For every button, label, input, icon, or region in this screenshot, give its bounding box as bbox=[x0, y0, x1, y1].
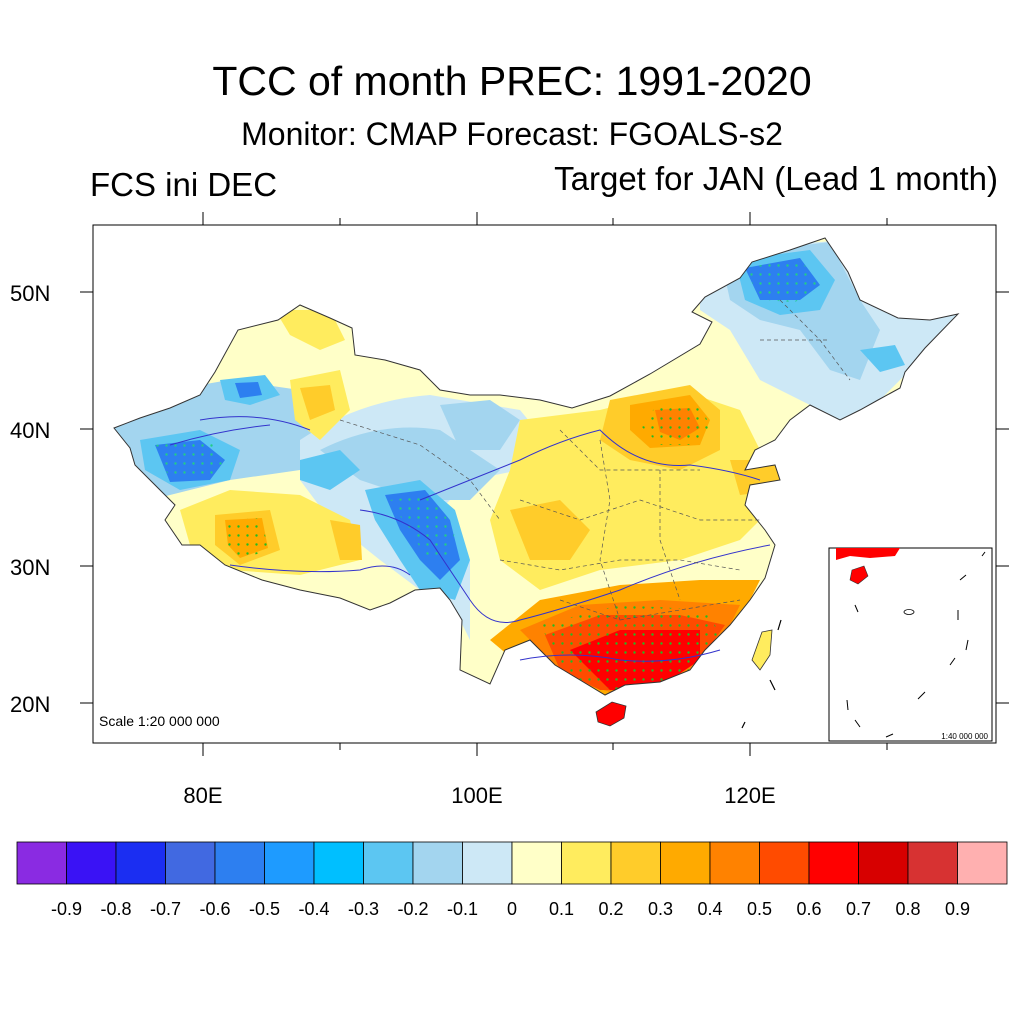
colorbar-swatch bbox=[709, 841, 760, 885]
colorbar-label: -0.4 bbox=[298, 899, 329, 919]
taiwan-island bbox=[751, 629, 773, 671]
colorbar-swatch bbox=[660, 841, 711, 885]
lon-tick-label: 100E bbox=[451, 783, 502, 808]
colorbar-label: -0.9 bbox=[51, 899, 82, 919]
colorbar-label: 0.8 bbox=[895, 899, 920, 919]
axis-ticks bbox=[80, 212, 1009, 756]
colorbar-swatch bbox=[165, 841, 216, 885]
colorbar-swatch bbox=[907, 841, 958, 885]
colorbar-swatch bbox=[858, 841, 909, 885]
map-subtitle: Monitor: CMAP Forecast: FGOALS-s2 bbox=[241, 116, 783, 152]
colorbar-label: 0.6 bbox=[796, 899, 821, 919]
colorbar-swatch bbox=[511, 841, 562, 885]
colorbar-label: 0.4 bbox=[697, 899, 722, 919]
colorbar-label: 0.1 bbox=[549, 899, 574, 919]
main-scale-label: Scale 1:20 000 000 bbox=[99, 713, 220, 729]
colorbar-label: 0 bbox=[507, 899, 517, 919]
colorbar-swatch bbox=[264, 841, 315, 885]
colorbar-label: -0.5 bbox=[249, 899, 280, 919]
colorbar-label: 0.2 bbox=[598, 899, 623, 919]
colorbar-label: -0.7 bbox=[150, 899, 181, 919]
lon-tick-label: 120E bbox=[724, 783, 775, 808]
colorbar-label: -0.1 bbox=[447, 899, 478, 919]
target-label: Target for JAN (Lead 1 month) bbox=[554, 160, 998, 197]
colorbar-swatch bbox=[363, 841, 414, 885]
map-title: TCC of month PREC: 1991-2020 bbox=[212, 58, 812, 104]
colorbar-swatch bbox=[115, 841, 166, 885]
colorbar-label: 0.9 bbox=[945, 899, 970, 919]
colorbar-label: -0.6 bbox=[199, 899, 230, 919]
colorbar-swatch bbox=[214, 841, 265, 885]
colorbar-swatch bbox=[313, 841, 364, 885]
south-china-sea-inset: 1:40 000 000 bbox=[828, 547, 993, 742]
hainan-island bbox=[595, 701, 627, 727]
lat-tick-label: 40N bbox=[10, 418, 50, 443]
rivers bbox=[169, 416, 771, 662]
colorbar: -0.9 -0.8 -0.7 -0.6 -0.5 -0.4 -0.3 -0.2 -0.1 0 0.1… bbox=[16, 841, 1008, 919]
colorbar-label: -0.8 bbox=[100, 899, 131, 919]
colorbar-swatch bbox=[759, 841, 810, 885]
colorbar-label: -0.3 bbox=[348, 899, 379, 919]
colorbar-swatch bbox=[412, 841, 463, 885]
china-outline bbox=[113, 237, 960, 696]
colorbar-swatch bbox=[561, 841, 612, 885]
province-boundaries bbox=[339, 299, 851, 621]
colorbar-swatch bbox=[66, 841, 117, 885]
lat-tick-label: 20N bbox=[10, 692, 50, 717]
colorbar-label: 0.7 bbox=[846, 899, 871, 919]
colorbar-label: 0.3 bbox=[648, 899, 673, 919]
colorbar-label: 0.5 bbox=[747, 899, 772, 919]
init-label: FCS ini DEC bbox=[90, 166, 278, 203]
colorbar-label: -0.2 bbox=[397, 899, 428, 919]
colorbar-swatch bbox=[808, 841, 859, 885]
colorbar-swatch bbox=[957, 841, 1008, 885]
colorbar-swatch bbox=[462, 841, 513, 885]
colorbar-swatch bbox=[610, 841, 661, 885]
lon-tick-label: 80E bbox=[183, 783, 222, 808]
colorbar-swatch bbox=[16, 841, 67, 885]
nine-dash-line bbox=[741, 619, 782, 729]
lat-tick-label: 30N bbox=[10, 555, 50, 580]
inset-scale-label: 1:40 000 000 bbox=[941, 732, 988, 741]
lat-tick-label: 50N bbox=[10, 281, 50, 306]
axis-labels: 50N 40N 30N 20N 80E 100E 120E bbox=[10, 281, 776, 808]
